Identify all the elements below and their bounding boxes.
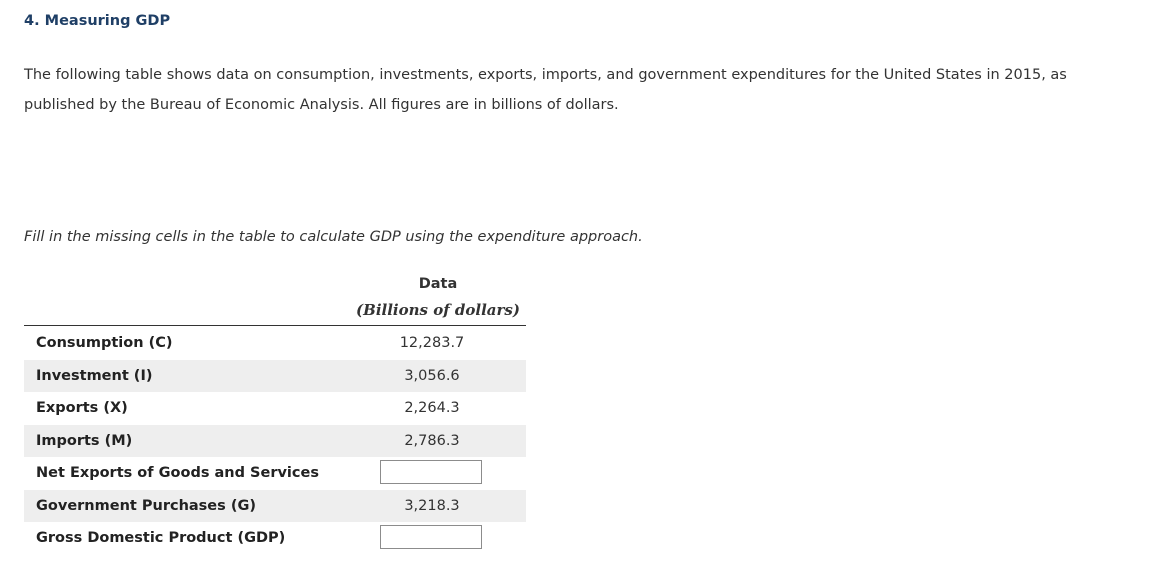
table-row-consumption: Consumption (C) 12,283.7 — [24, 327, 526, 360]
table-row-net-exports: Net Exports of Goods and Services — [24, 457, 526, 490]
row-value: 3,218.3 — [404, 497, 460, 514]
column-title: Data — [418, 276, 458, 292]
header-rule — [24, 325, 526, 326]
row-value: 3,056.6 — [404, 367, 460, 384]
row-value: 12,283.7 — [399, 335, 465, 351]
row-label: Investment (I) — [36, 367, 153, 384]
instruction-text: Fill in the missing cells in the table t… — [24, 229, 643, 245]
table-row-government-purchases: Government Purchases (G) 3,218.3 — [24, 489, 526, 522]
table-row-exports: Exports (X) 2,264.3 — [24, 392, 526, 425]
row-label: Consumption (C) — [36, 335, 173, 351]
row-value: 2,786.3 — [404, 432, 460, 449]
row-label: Net Exports of Goods and Services — [36, 465, 319, 481]
row-label: Exports (X) — [36, 400, 128, 416]
table-row-investment: Investment (I) 3,056.6 — [24, 359, 526, 392]
table-row-imports: Imports (M) 2,786.3 — [24, 424, 526, 457]
row-value: 2,264.3 — [404, 400, 460, 416]
table-row-gdp: Gross Domestic Product (GDP) — [24, 522, 526, 555]
table-body: Consumption (C) 12,283.7 Investment (I) … — [24, 327, 526, 555]
row-label: Imports (M) — [36, 432, 133, 449]
row-label: Government Purchases (G) — [36, 497, 256, 514]
column-subtitle: (Billions of dollars) — [356, 301, 520, 319]
question-heading: 4. Measuring GDP — [24, 13, 171, 29]
net-exports-input[interactable] — [380, 460, 482, 484]
gdp-input[interactable] — [380, 525, 482, 549]
intro-paragraph: The following table shows data on consum… — [24, 67, 1067, 113]
row-label: Gross Domestic Product (GDP) — [36, 530, 286, 546]
